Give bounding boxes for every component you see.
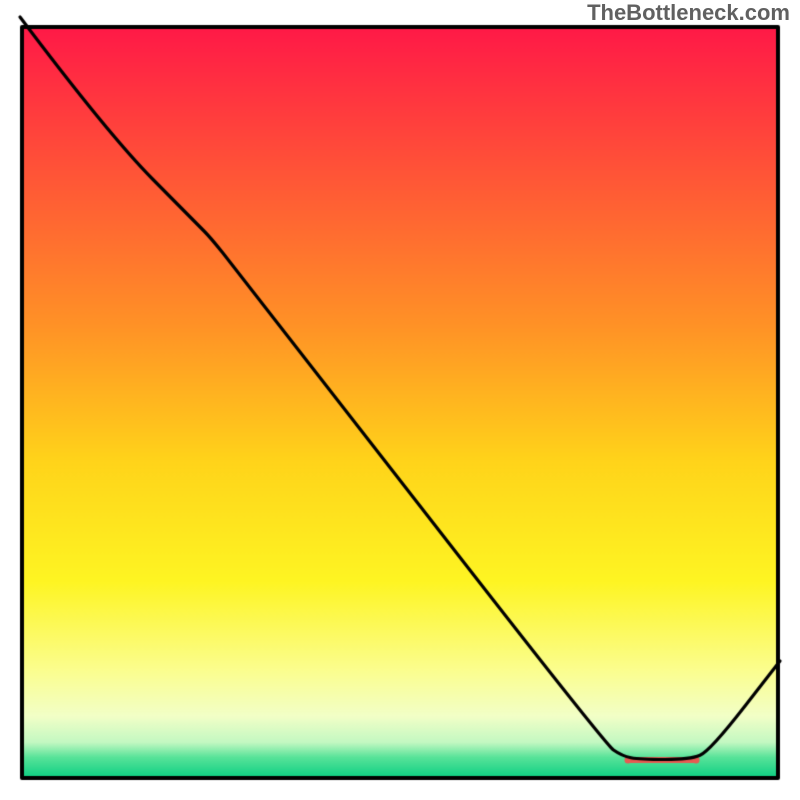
- bottleneck-curve-chart: [0, 0, 800, 800]
- chart-container: TheBottleneck.com: [0, 0, 800, 800]
- attribution-text: TheBottleneck.com: [587, 0, 790, 26]
